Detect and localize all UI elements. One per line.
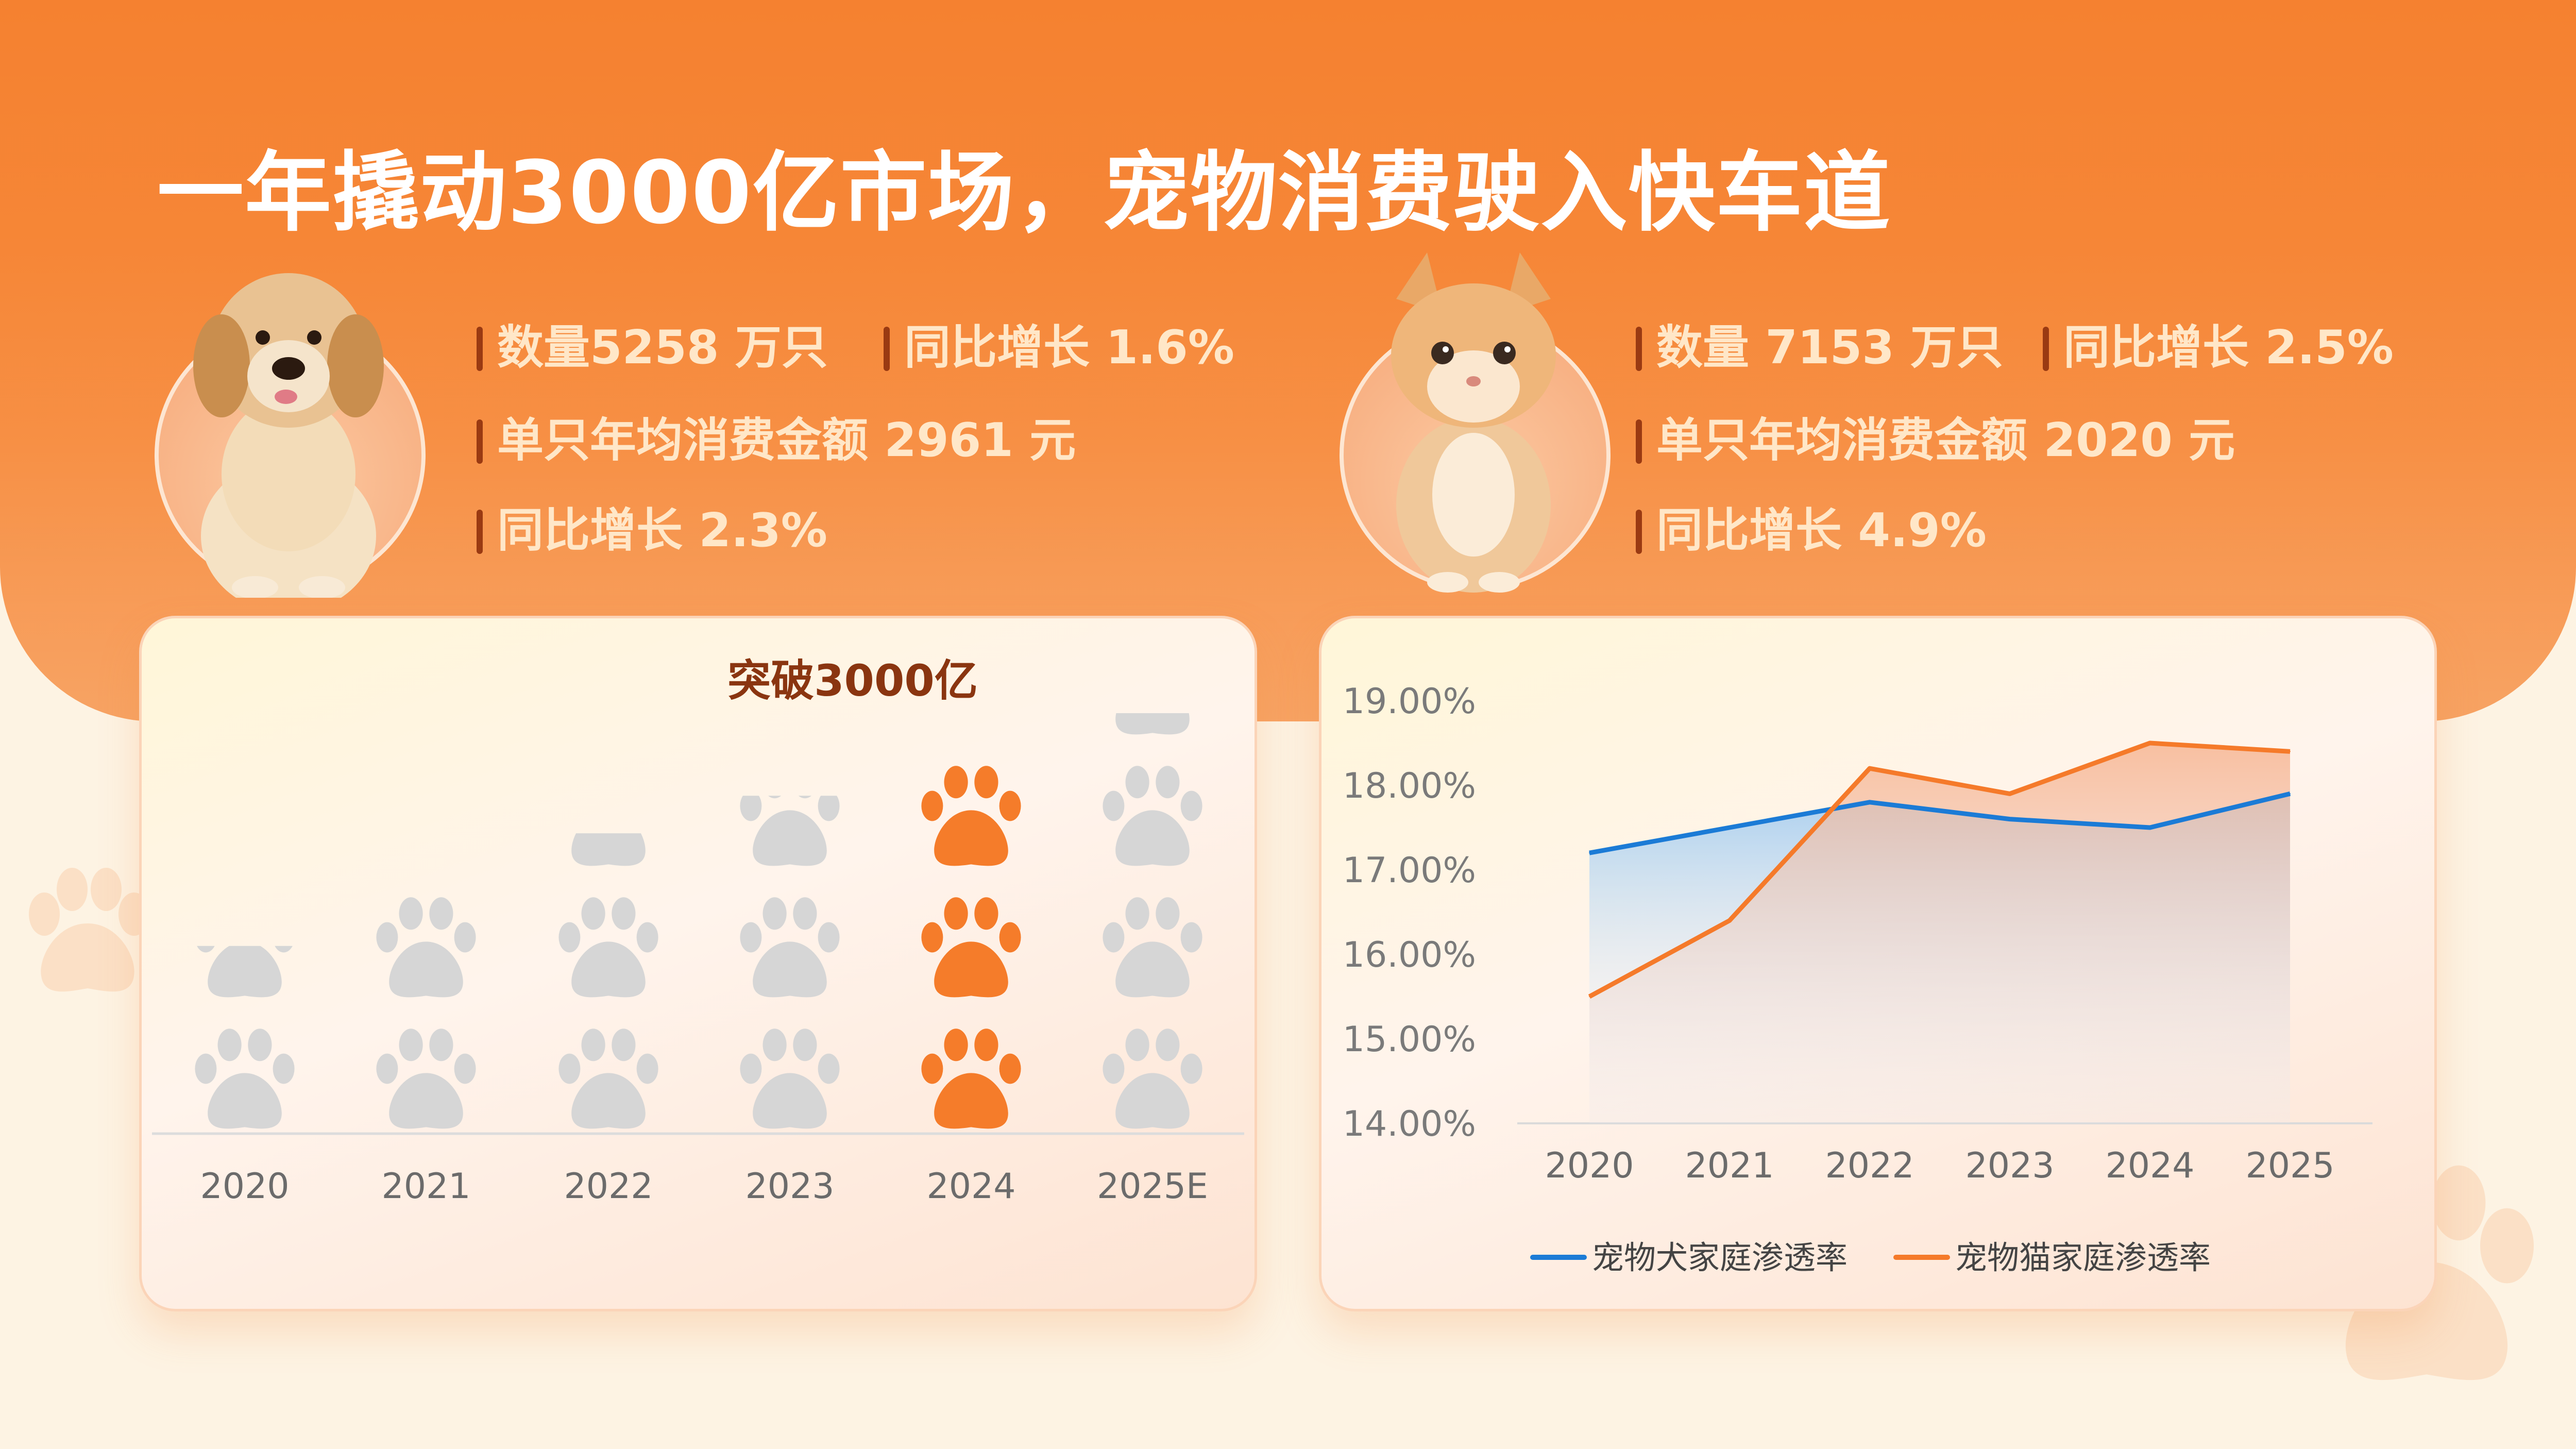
paw-icon [29, 868, 149, 992]
data-point [1869, 801, 1870, 803]
market-size-chart: 突破3000亿 2020 2021 2022 2023 2024 2025E [152, 655, 1244, 1207]
bar-2020 [195, 946, 295, 1129]
page-title: 一年撬动3000亿市场，宠物消费驶入快车道 [157, 142, 1891, 243]
chart-annotation: 突破3000亿 [727, 655, 978, 706]
y-tick-label: 17.00% [1343, 850, 1476, 891]
x-tick-label: 2021 [381, 1166, 470, 1207]
dog-spend: 单只年均消费金额 2961 元 [477, 412, 1076, 469]
data-point [1729, 920, 1730, 921]
cat-count: 数量 7153 万只 [1636, 319, 2003, 376]
x-tick-label: 2024 [926, 1166, 1015, 1207]
x-tick-label: 2025E [1097, 1166, 1208, 1207]
penetration-chart: 14.00% 15.00% 16.00% 17.00% 18.00% 19.00% 2020… [1343, 681, 2372, 1276]
dog-count: 数量5258 万只 [477, 319, 828, 376]
x-tick-label: 2021 [1685, 1145, 1774, 1186]
bar-2025E [1103, 713, 1202, 1129]
y-tick-label: 15.00% [1343, 1019, 1476, 1060]
x-tick-label: 2022 [564, 1166, 653, 1207]
x-tick-label: 2022 [1825, 1145, 1914, 1186]
legend-item: 宠物猫家庭渗透率 [1893, 1239, 2211, 1276]
area-cat [1589, 743, 2290, 1123]
data-point [1589, 852, 1590, 854]
data-point [1729, 827, 1730, 828]
data-point [2149, 827, 2150, 828]
x-tick-label: 2024 [2105, 1145, 2194, 1186]
bar-2024 [921, 766, 1021, 1129]
data-point [2290, 751, 2291, 752]
market-size-chart-panel: 突破3000亿 2020 2021 2022 2023 2024 2025E [139, 616, 1257, 1311]
data-point [2149, 743, 2150, 744]
data-point [1589, 996, 1590, 997]
legend-label: 宠物猫家庭渗透率 [1955, 1239, 2211, 1276]
dog-count-growth: 同比增长 1.6% [884, 319, 1234, 376]
cat-photo [1391, 252, 1556, 593]
x-tick-label: 2020 [200, 1166, 289, 1207]
penetration-chart-panel: 14.00% 15.00% 16.00% 17.00% 18.00% 19.00% 2020… [1319, 616, 2437, 1311]
bar-2021 [376, 897, 476, 1129]
dog-spend-growth: 同比增长 2.3% [477, 502, 827, 559]
x-tick-label: 2023 [745, 1166, 834, 1207]
cat-count-growth: 同比增长 2.5% [2043, 319, 2394, 376]
legend-label: 宠物犬家庭渗透率 [1592, 1239, 1848, 1276]
data-point [2009, 793, 2010, 795]
y-tick-label: 18.00% [1343, 766, 1476, 806]
bar-2023 [740, 796, 840, 1129]
data-point [2290, 793, 2291, 795]
data-point [2009, 818, 2010, 820]
x-tick-label: 2023 [1965, 1145, 2054, 1186]
series-line-dog [1589, 791, 2291, 855]
cat-spend-growth: 同比增长 4.9% [1636, 502, 1987, 559]
y-tick-label: 16.00% [1343, 935, 1476, 975]
y-tick-label: 14.00% [1343, 1104, 1476, 1144]
y-tick-label: 19.00% [1343, 681, 1476, 722]
legend-item: 宠物犬家庭渗透率 [1530, 1239, 1848, 1276]
cat-spend: 单只年均消费金额 2020 元 [1636, 412, 2235, 469]
dog-photo [193, 273, 384, 598]
header-banner [0, 0, 2576, 721]
x-tick-label: 2025 [2245, 1145, 2334, 1186]
data-point [1869, 768, 1870, 769]
bar-2022 [558, 833, 658, 1129]
series-line-cat [1588, 740, 2291, 999]
x-tick-label: 2020 [1545, 1145, 1634, 1186]
